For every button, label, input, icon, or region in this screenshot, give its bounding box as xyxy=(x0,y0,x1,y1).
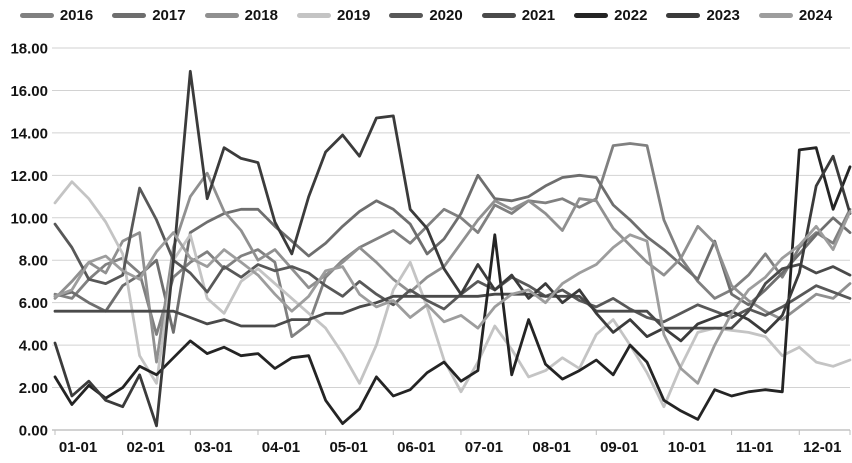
legend-item-2018: 2018 xyxy=(204,6,278,24)
legend-line-swatch xyxy=(389,12,424,18)
x-axis-label: 07-01 xyxy=(465,439,503,456)
legend-label: 2016 xyxy=(59,6,94,24)
y-axis-label: 16.00 xyxy=(10,83,48,100)
legend-line-swatch xyxy=(666,12,701,18)
x-axis-label: 04-01 xyxy=(262,439,300,456)
x-axis-label: 02-01 xyxy=(126,439,164,456)
legend-label: 2020 xyxy=(429,6,463,24)
legend-line-swatch xyxy=(19,12,54,18)
legend-label: 2023 xyxy=(706,6,740,24)
x-axis-label: 10-01 xyxy=(668,439,706,456)
x-axis-label: 03-01 xyxy=(194,439,232,456)
series-line-2018 xyxy=(53,171,852,364)
legend-item-2021: 2021 xyxy=(481,6,556,24)
y-axis-label: 12.00 xyxy=(10,168,48,185)
legend-line-swatch xyxy=(481,12,516,18)
legend-label: 2019 xyxy=(336,6,371,24)
legend-label: 2024 xyxy=(798,6,833,24)
series-line-2016 xyxy=(53,142,852,339)
legend-line-swatch xyxy=(296,12,331,18)
legend-label: 2021 xyxy=(521,6,556,24)
y-axis-label: 4.00 xyxy=(19,338,48,355)
x-axis-label: 09-01 xyxy=(600,439,638,456)
legend-item-2024: 2024 xyxy=(758,6,833,24)
legend-item-2020: 2020 xyxy=(389,6,463,24)
y-axis-label: 10.00 xyxy=(10,210,48,227)
legend-label: 2022 xyxy=(614,6,648,24)
legend-label: 2017 xyxy=(152,6,186,24)
y-axis-label: 6.00 xyxy=(19,295,48,312)
series-line-2024 xyxy=(53,209,852,385)
legend-item-2016: 2016 xyxy=(19,6,94,24)
legend-item-2023: 2023 xyxy=(666,6,740,24)
x-axis-label: 06-01 xyxy=(397,439,435,456)
x-axis-label: 08-01 xyxy=(532,439,570,456)
legend-label: 2018 xyxy=(244,6,278,24)
legend-item-2017: 2017 xyxy=(112,6,186,24)
legend-line-swatch xyxy=(758,12,793,18)
y-axis-label: 0.00 xyxy=(19,423,48,440)
series-line-2023 xyxy=(53,69,852,428)
x-axis-label: 05-01 xyxy=(329,439,367,456)
series-line-2021 xyxy=(53,263,852,330)
y-axis-label: 18.00 xyxy=(10,41,48,58)
legend-line-swatch xyxy=(112,12,147,18)
chart-legend: 2016 2017 2018 2019 2020 2021 2022 2023 2024 xyxy=(0,4,852,26)
x-axis-label: 12-01 xyxy=(803,439,841,456)
legend-line-swatch xyxy=(574,12,609,18)
legend-item-2019: 2019 xyxy=(296,6,371,24)
y-axis-label: 14.00 xyxy=(10,125,48,142)
series-line-2022 xyxy=(53,146,852,426)
legend-item-2022: 2022 xyxy=(574,8,647,23)
legend-line-swatch xyxy=(204,12,239,18)
series-line-2020 xyxy=(53,186,852,324)
x-axis-label: 01-01 xyxy=(59,439,97,456)
y-axis-label: 8.00 xyxy=(19,253,48,270)
x-axis-label: 11-01 xyxy=(736,439,774,456)
y-axis-label: 2.00 xyxy=(19,380,48,397)
